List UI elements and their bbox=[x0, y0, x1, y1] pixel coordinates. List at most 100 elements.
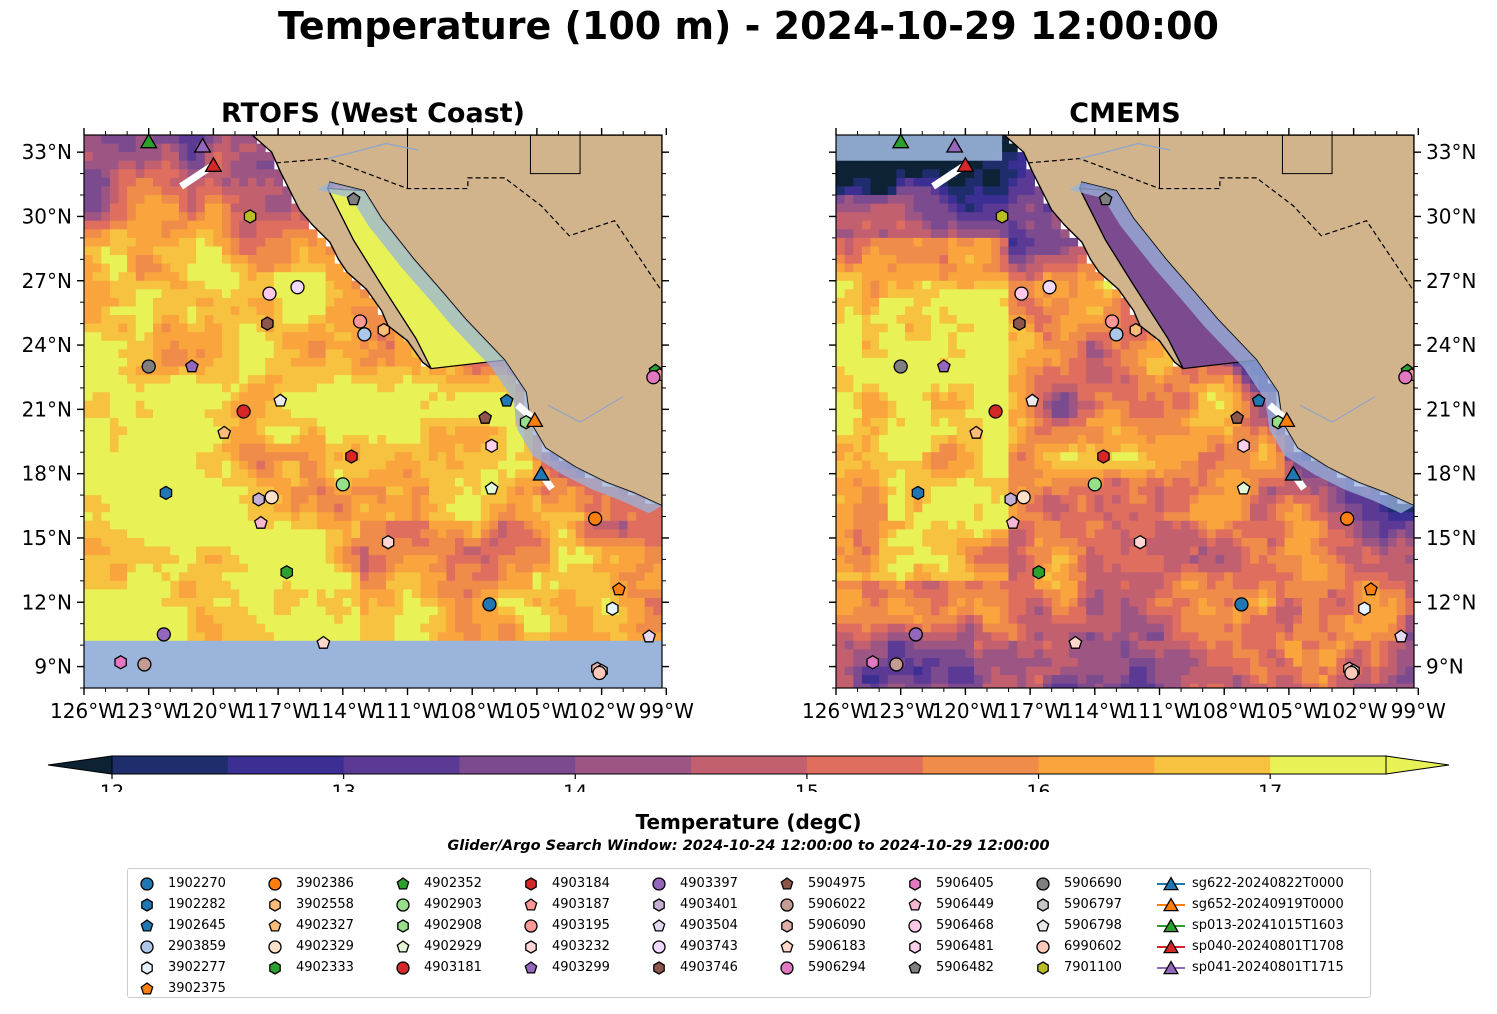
legend-label: sp041-20240801T1715 bbox=[1192, 960, 1344, 975]
float-marker-5906405 bbox=[866, 655, 879, 670]
legend-label: 5906798 bbox=[1064, 918, 1122, 933]
legend-label: 3902277 bbox=[168, 960, 226, 975]
legend-label: 4902333 bbox=[296, 960, 354, 975]
legend-item: 4902333 bbox=[260, 957, 354, 978]
y-tick-label: 21°N bbox=[1426, 397, 1476, 421]
float-marker-4903746 bbox=[1013, 316, 1026, 331]
legend-label: 4903195 bbox=[552, 918, 610, 933]
legend-symbol-icon bbox=[909, 876, 921, 891]
legend-marker-icon bbox=[1036, 939, 1050, 954]
x-tick-label: 99°W bbox=[1391, 699, 1446, 723]
legend-symbol-icon bbox=[909, 939, 921, 954]
float-marker-4903401 bbox=[252, 492, 265, 507]
legend-item: 4903184 bbox=[516, 873, 610, 894]
x-tick-label: 120°W bbox=[931, 699, 999, 723]
legend-symbol-icon bbox=[524, 897, 538, 911]
legend-label: 4903401 bbox=[680, 897, 738, 912]
legend-marker-icon bbox=[396, 939, 410, 953]
float-marker-4902327 bbox=[217, 425, 232, 439]
legend-item: 4902929 bbox=[388, 936, 482, 957]
legend-symbol-icon bbox=[653, 897, 665, 912]
legend-marker-icon bbox=[781, 918, 793, 933]
legend-symbol-icon bbox=[141, 960, 153, 975]
float-marker-4903299 bbox=[184, 359, 199, 373]
x-tick-label: 117°W bbox=[244, 699, 312, 723]
legend-item: 5906022 bbox=[772, 894, 866, 915]
legend-marker-icon bbox=[141, 960, 153, 975]
float-marker-3902386 bbox=[587, 511, 603, 526]
legend-symbol-icon bbox=[652, 939, 666, 954]
cmems-panel-title: CMEMS bbox=[1069, 98, 1181, 129]
legend-symbol-icon bbox=[140, 939, 154, 954]
legend-marker-icon bbox=[780, 960, 794, 975]
legend-label: 4902352 bbox=[424, 876, 482, 891]
float-marker-5906449 bbox=[1005, 515, 1020, 529]
legend-label: 5906468 bbox=[936, 918, 994, 933]
float-marker-5906798 bbox=[1025, 393, 1040, 407]
legend-item: 4903187 bbox=[516, 894, 610, 915]
float-marker-4902333 bbox=[1032, 565, 1046, 580]
legend-item: 4903401 bbox=[644, 894, 738, 915]
y-tick-label: 12°N bbox=[1426, 590, 1476, 614]
float-marker-4903232 bbox=[381, 534, 395, 550]
legend-item: 4903504 bbox=[644, 915, 738, 936]
y-tick-label: 15°N bbox=[22, 526, 72, 550]
float-marker-4903184 bbox=[1097, 449, 1110, 464]
glider-marker-sp013-20241015T1603 bbox=[891, 135, 910, 149]
float-marker-4903181 bbox=[236, 404, 251, 419]
legend-symbol-icon bbox=[908, 897, 922, 911]
y-tick-label: 30°N bbox=[1426, 204, 1476, 228]
float-marker-2903859 bbox=[1109, 327, 1124, 342]
legend-symbol-icon bbox=[268, 918, 282, 932]
float-marker-5906449 bbox=[253, 515, 268, 529]
glider-marker-sg652-20240919T0000 bbox=[1277, 411, 1296, 428]
legend-marker-icon bbox=[524, 897, 538, 911]
float-marker-4902329 bbox=[264, 490, 279, 505]
float-marker-4903743 bbox=[290, 280, 305, 295]
y-tick-label: 15°N bbox=[1426, 526, 1476, 550]
legend-marker-icon bbox=[397, 918, 409, 933]
legend-triangle-icon bbox=[1162, 938, 1180, 953]
legend-column: 3902386 3902558 4902327 4902329 4902333 bbox=[260, 873, 354, 978]
y-tick-label: 33°N bbox=[22, 140, 72, 164]
map-panels: 126°W123°W120°W117°W114°W111°W108°W105°W… bbox=[22, 128, 1476, 723]
legend-symbol-icon bbox=[652, 876, 666, 891]
float-marker-5906468 bbox=[262, 286, 277, 301]
legend-marker-icon bbox=[1036, 918, 1050, 932]
legend-label: 5906405 bbox=[936, 876, 994, 891]
legend-symbol-icon bbox=[781, 918, 793, 933]
legend-symbol-icon bbox=[1036, 918, 1050, 932]
legend-symbol-icon bbox=[1036, 939, 1050, 954]
legend-label: 4902908 bbox=[424, 918, 482, 933]
legend-marker-icon bbox=[780, 897, 794, 912]
legend-label: 5906090 bbox=[808, 918, 866, 933]
legend-symbol-icon bbox=[652, 918, 666, 932]
legend-symbol-icon bbox=[1037, 960, 1049, 975]
x-tick-label: 111°W bbox=[1126, 699, 1194, 723]
y-tick-label: 21°N bbox=[22, 397, 72, 421]
float-marker-5906294 bbox=[1398, 370, 1413, 385]
float-marker-1902270 bbox=[482, 597, 497, 612]
float-marker-5906481 bbox=[1237, 438, 1250, 454]
legend-column: 4903184 4903187 4903195 4903232 4903299 bbox=[516, 873, 610, 978]
float-marker-4903504 bbox=[642, 629, 656, 643]
legend-marker-icon bbox=[653, 897, 665, 912]
legend-item: 5906481 bbox=[900, 936, 994, 957]
float-marker-4903195 bbox=[352, 314, 368, 329]
legend-item: 3902277 bbox=[132, 957, 226, 978]
float-marker-4902327 bbox=[969, 425, 984, 439]
colorbar: 12 13 14 15 16 17 bbox=[47, 755, 1450, 792]
float-marker-5906482 bbox=[346, 191, 361, 206]
float-marker-4903184 bbox=[345, 449, 358, 464]
float-marker-6990602 bbox=[592, 665, 607, 681]
legend-label: sg622-20240822T0000 bbox=[1192, 876, 1344, 891]
legend-item: 4903743 bbox=[644, 936, 738, 957]
colorbar-tick-label: 12 bbox=[100, 781, 124, 792]
glider-marker-sp041-20240801T1715 bbox=[193, 137, 212, 153]
float-marker-7901100 bbox=[995, 209, 1009, 224]
colorbar-tick-label: 17 bbox=[1258, 781, 1282, 792]
legend-marker-icon bbox=[780, 876, 794, 890]
legend-marker-icon bbox=[396, 876, 410, 890]
y-tick-label: 9°N bbox=[1426, 655, 1464, 679]
legend-item: 5906405 bbox=[900, 873, 994, 894]
